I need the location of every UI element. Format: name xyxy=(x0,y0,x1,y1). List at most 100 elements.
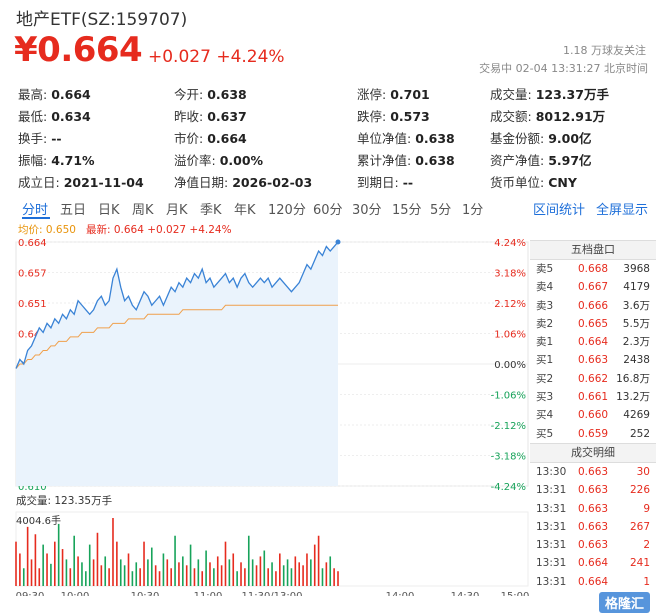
volume-bar xyxy=(162,553,165,586)
watermark-logo: 格隆汇 xyxy=(598,592,650,613)
volume-bar xyxy=(116,541,118,586)
tab-3[interactable]: 周K xyxy=(132,203,154,218)
stats-row: 换手: -- 市价: 0.664 单位净值: 0.638 基金份额: 9.00亿 xyxy=(18,128,648,150)
row-price: 0.664 xyxy=(578,575,609,588)
volume-bar xyxy=(19,553,21,586)
price-lines xyxy=(15,239,341,369)
tab-9[interactable]: 30分 xyxy=(352,203,382,218)
tab-10[interactable]: 15分 xyxy=(392,203,422,218)
row-label: 买5 xyxy=(536,427,554,440)
volume-bar xyxy=(158,571,161,586)
stat-value: 5.97亿 xyxy=(548,153,592,168)
row-price: 0.666 xyxy=(578,299,609,312)
volume-bar xyxy=(154,565,157,586)
volume-bar xyxy=(88,544,91,586)
tab-8[interactable]: 60分 xyxy=(313,203,343,218)
y-tick-left: 0.651 xyxy=(18,299,47,310)
volume-bar xyxy=(259,556,262,586)
tab-5[interactable]: 季K xyxy=(200,203,222,218)
ask-row: 卖2 0.665 5.5万 xyxy=(530,315,656,333)
tab-0[interactable]: 分时 xyxy=(22,203,49,218)
trade-row: 13:31 0.663 267 xyxy=(530,518,656,536)
volume-bar xyxy=(255,565,258,586)
volume-bar xyxy=(170,568,172,586)
trade-row: 13:31 0.664 1 xyxy=(530,573,656,591)
x-tick: 14:30 xyxy=(451,591,480,596)
bid-row: 买4 0.660 4269 xyxy=(530,406,656,424)
volume-bar xyxy=(26,526,29,586)
stat-cell: 单位净值: 0.638 xyxy=(357,128,455,147)
orderbook-title: 五档盘口 xyxy=(530,240,656,260)
bid-row: 买5 0.659 252 xyxy=(530,425,656,443)
row-label: 卖2 xyxy=(536,317,554,330)
row-volume: 252 xyxy=(629,427,650,440)
stat-value: 0.664 xyxy=(207,131,247,146)
stat-label: 到期日: xyxy=(357,175,399,190)
stat-value: -- xyxy=(402,175,414,190)
volume-bar xyxy=(15,541,17,586)
row-label: 买2 xyxy=(536,372,554,385)
bid-row: 买1 0.663 2438 xyxy=(530,351,656,369)
tab-6[interactable]: 年K xyxy=(234,203,256,218)
volume-scale: 4004.6手 xyxy=(16,514,61,527)
volume-bar xyxy=(325,562,328,586)
volume-bar xyxy=(178,562,180,586)
x-axis-labels: 09:30 10:00 10:30 11:00 11:30/13:00 14:00 14:3… xyxy=(16,591,530,596)
volume-bar xyxy=(139,568,141,586)
period-tabs: 分时 五日 日K 周K 月K 季K 年K 120分 60分 30分 15分 5分 1分 区间统计 全屏显示 xyxy=(0,196,656,220)
stat-value: 123.37万手 xyxy=(535,87,609,102)
followers-count[interactable]: 1.18 万球友关注 xyxy=(563,44,646,57)
fund-title: 地产ETF(SZ:159707) xyxy=(16,10,188,30)
volume-bar xyxy=(182,556,184,586)
volume-bar xyxy=(65,559,68,586)
latest-point xyxy=(335,239,341,245)
volume-bar xyxy=(329,556,332,586)
stat-value: 0.638 xyxy=(415,131,455,146)
stat-label: 净值日期: xyxy=(174,175,229,190)
row-label: 13:30 xyxy=(536,465,567,478)
row-volume: 267 xyxy=(629,520,650,533)
row-price: 0.664 xyxy=(578,336,609,349)
volume-bar xyxy=(143,541,145,586)
stat-value: -- xyxy=(51,131,62,146)
volume-bar xyxy=(100,565,103,586)
volume-bar xyxy=(317,535,320,586)
volume-bar xyxy=(22,568,25,586)
volume-bar xyxy=(220,565,223,586)
tab-1[interactable]: 五日 xyxy=(60,203,87,218)
tab-2[interactable]: 日K xyxy=(98,203,120,218)
volume-bar xyxy=(112,518,114,586)
stat-label: 市价: xyxy=(174,131,204,146)
row-price: 0.663 xyxy=(578,484,609,497)
volume-bar xyxy=(337,571,339,586)
tab-12[interactable]: 1分 xyxy=(462,203,484,218)
volume-bar xyxy=(193,568,196,586)
fullscreen-link[interactable]: 全屏显示 xyxy=(596,203,649,218)
row-volume: 16.8万 xyxy=(616,372,650,385)
volume-bar xyxy=(185,565,188,586)
stat-value: 0.638 xyxy=(415,153,455,168)
volume-bar xyxy=(50,563,52,586)
volume-bar xyxy=(119,559,122,586)
trade-row: 13:30 0.663 30 xyxy=(530,463,656,481)
ask-row: 卖5 0.668 3968 xyxy=(530,260,656,278)
tab-11[interactable]: 5分 xyxy=(430,203,452,218)
stat-label: 溢价率: xyxy=(174,153,216,168)
stat-label: 单位净值: xyxy=(357,131,412,146)
tab-7[interactable]: 120分 xyxy=(268,203,306,218)
stat-label: 换手: xyxy=(18,131,48,146)
row-price: 0.668 xyxy=(578,263,609,275)
chart-legend: 均价: 0.650 最新: 0.664 +0.027 +4.24% xyxy=(18,222,232,237)
change-percent: +4.24% xyxy=(216,47,285,67)
stat-cell: 货币单位: CNY xyxy=(490,172,577,191)
stat-value: 0.638 xyxy=(207,87,247,102)
y-tick-right: -1.06% xyxy=(491,391,526,402)
intraday-chart[interactable]: 0.664 4.24% 0.657 3.18% 0.651 2.12% 0.644 1.06%… xyxy=(0,236,530,596)
stat-label: 最高: xyxy=(18,87,48,102)
volume-bar xyxy=(96,532,99,586)
price-fill xyxy=(16,242,338,486)
tab-4[interactable]: 月K xyxy=(166,203,188,218)
range-stats-link[interactable]: 区间统计 xyxy=(533,203,586,218)
row-label: 13:31 xyxy=(536,502,567,515)
stat-cell: 成交量: 123.37万手 xyxy=(490,84,609,103)
